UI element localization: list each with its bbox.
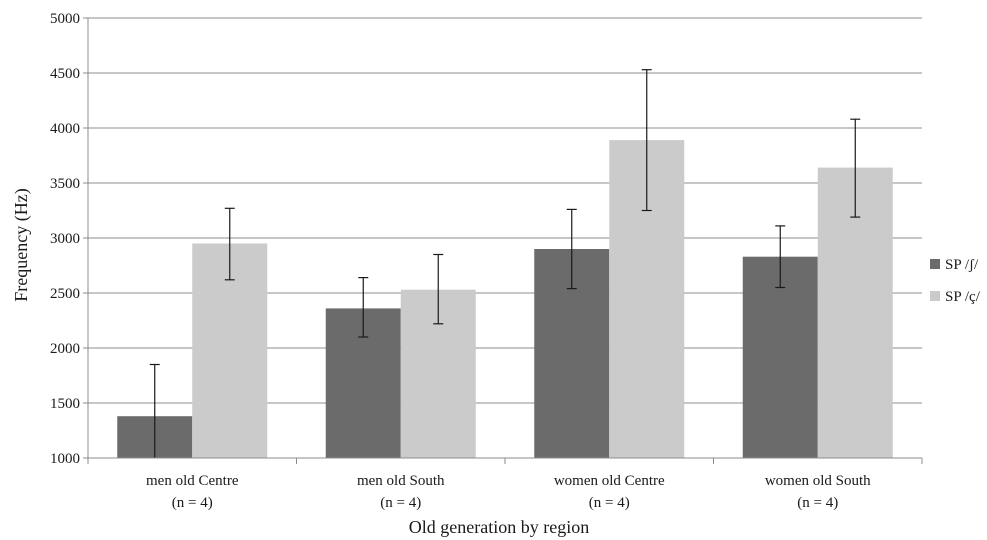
y-tick-label: 3500: [50, 176, 80, 192]
y-tick-label: 3000: [50, 231, 80, 247]
category-label: women old Centre: [554, 473, 665, 489]
y-tick-label: 1000: [50, 451, 80, 467]
x-axis-title: Old generation by region: [409, 517, 589, 537]
category-labels: men old Centre (n = 4) men old South (n = 4…: [146, 473, 871, 511]
bars: [117, 140, 893, 458]
category-sample-size: (n = 4): [380, 495, 421, 511]
x-axis: [87, 18, 923, 464]
y-tick-label: 2500: [50, 286, 80, 302]
y-tick-label: 4500: [50, 66, 80, 82]
y-tick-label: 4000: [50, 121, 80, 137]
legend: SP /ʃ/SP /ç/: [930, 257, 981, 305]
bar: [742, 256, 818, 458]
legend-label: SP /ç/: [945, 289, 981, 305]
category-label: men old South: [357, 473, 445, 489]
y-tick-label: 5000: [50, 11, 80, 27]
category-sample-size: (n = 4): [797, 495, 838, 511]
y-tick-label: 1500: [50, 396, 80, 412]
category-label: men old Centre: [146, 473, 239, 489]
category-sample-size: (n = 4): [589, 495, 630, 511]
legend-label: SP /ʃ/: [945, 257, 979, 273]
y-tick-label: 2000: [50, 341, 80, 357]
error-bars: [149, 69, 861, 458]
legend-swatch: [930, 291, 940, 301]
category-label: women old South: [765, 473, 871, 489]
y-axis-ticks: 1000 1500 2000 2500 3000 3500 4000 4500 5000: [50, 11, 88, 467]
legend-swatch: [930, 259, 940, 269]
category-sample-size: (n = 4): [172, 495, 213, 511]
y-axis-title: Frequency (Hz): [11, 188, 32, 301]
